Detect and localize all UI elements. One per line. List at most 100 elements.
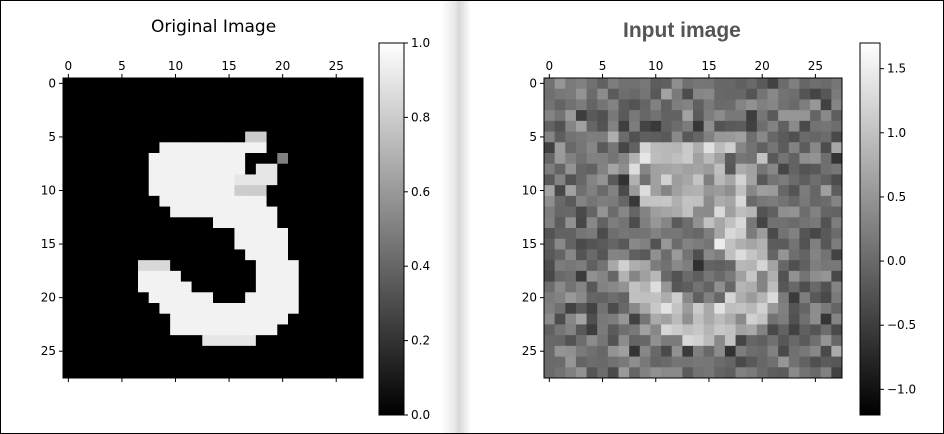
heatmap-cell	[756, 238, 768, 250]
heatmap-cell	[788, 238, 800, 250]
heatmap-cell	[831, 324, 843, 336]
heatmap-cell	[788, 120, 800, 132]
heatmap-cell	[554, 195, 566, 207]
heatmap-cell	[73, 249, 85, 261]
heatmap-cell	[170, 120, 182, 132]
heatmap-cell	[671, 142, 683, 154]
heatmap-cell	[831, 228, 843, 240]
heatmap-cell	[180, 313, 192, 325]
heatmap-cell	[202, 174, 214, 186]
heatmap-cell	[341, 249, 353, 261]
heatmap-cell	[575, 120, 587, 132]
heatmap-cell	[116, 249, 128, 261]
heatmap-cell	[703, 88, 715, 100]
heatmap-cell	[191, 99, 203, 111]
heatmap-cell	[671, 238, 683, 250]
heatmap-cell	[810, 238, 822, 250]
heatmap-cell	[105, 313, 117, 325]
heatmap-cell	[756, 206, 768, 218]
heatmap-cell	[629, 142, 641, 154]
heatmap-cell	[629, 217, 641, 229]
heatmap-cell	[309, 292, 321, 304]
heatmap-cell	[223, 217, 235, 229]
heatmap-cell	[735, 281, 747, 293]
heatmap-cell	[277, 185, 289, 197]
heatmap-cell	[703, 292, 715, 304]
colorbar-tick-label: 0.8	[411, 110, 430, 124]
heatmap-cell	[138, 131, 150, 143]
heatmap-cell	[703, 260, 715, 272]
heatmap-cell	[682, 88, 694, 100]
heatmap-cell	[756, 228, 768, 240]
heatmap-cell	[288, 260, 300, 272]
heatmap-cell	[767, 185, 779, 197]
heatmap-cell	[330, 206, 342, 218]
heatmap-cell	[159, 142, 171, 154]
heatmap-cell	[650, 324, 662, 336]
heatmap-cell	[309, 153, 321, 165]
heatmap-cell	[213, 174, 225, 186]
heatmap-cell	[746, 367, 758, 379]
heatmap-cell	[159, 131, 171, 143]
heatmap-cell	[341, 356, 353, 368]
heatmap-cell	[799, 110, 811, 122]
heatmap-cell	[575, 185, 587, 197]
heatmap-cell	[255, 335, 267, 347]
heatmap-cell	[138, 260, 150, 272]
heatmap-cell	[330, 367, 342, 379]
heatmap-cell	[639, 292, 651, 304]
heatmap-cell	[341, 281, 353, 293]
heatmap-cell	[575, 195, 587, 207]
x-tick-label: 25	[808, 59, 823, 73]
heatmap-cell	[788, 206, 800, 218]
heatmap-cell	[277, 292, 289, 304]
heatmap-cell	[298, 228, 310, 240]
heatmap-cell	[138, 345, 150, 357]
heatmap-cell	[767, 195, 779, 207]
heatmap-cell	[629, 163, 641, 175]
heatmap-cell	[127, 238, 139, 250]
heatmap-cell	[148, 228, 160, 240]
heatmap-cell	[767, 238, 779, 250]
heatmap-cell	[148, 345, 160, 357]
heatmap-cell	[352, 228, 364, 240]
heatmap-cell	[799, 281, 811, 293]
heatmap-cell	[597, 120, 609, 132]
heatmap-cell	[746, 131, 758, 143]
heatmap-cell	[714, 292, 726, 304]
heatmap-cell	[341, 217, 353, 229]
heatmap-cell	[309, 163, 321, 175]
heatmap-cell	[298, 249, 310, 261]
heatmap-cell	[180, 120, 192, 132]
heatmap-cell	[352, 303, 364, 315]
heatmap-cell	[63, 120, 75, 132]
heatmap-cell	[788, 249, 800, 261]
heatmap-cell	[309, 367, 321, 379]
heatmap-cell	[191, 345, 203, 357]
heatmap-cell	[63, 238, 75, 250]
heatmap-cell	[544, 303, 556, 315]
heatmap-cell	[586, 260, 598, 272]
heatmap-cell	[255, 88, 267, 100]
heatmap-cell	[778, 313, 790, 325]
heatmap-cell	[831, 238, 843, 250]
heatmap-cell	[554, 206, 566, 218]
heatmap-cell	[693, 313, 705, 325]
heatmap-cell	[756, 324, 768, 336]
heatmap-cell	[148, 174, 160, 186]
heatmap-cell	[778, 206, 790, 218]
heatmap-cell	[234, 335, 246, 347]
heatmap-cell	[191, 88, 203, 100]
heatmap-cell	[105, 88, 117, 100]
heatmap-cell	[191, 142, 203, 154]
heatmap-cell	[245, 367, 257, 379]
heatmap-cell	[191, 163, 203, 175]
heatmap-cell	[820, 313, 832, 325]
heatmap-cell	[266, 292, 278, 304]
heatmap-cell	[724, 228, 736, 240]
heatmap-cell	[714, 78, 726, 90]
heatmap-cell	[288, 185, 300, 197]
heatmap-cell	[767, 249, 779, 261]
heatmap-cell	[234, 195, 246, 207]
heatmap-cell	[180, 345, 192, 357]
